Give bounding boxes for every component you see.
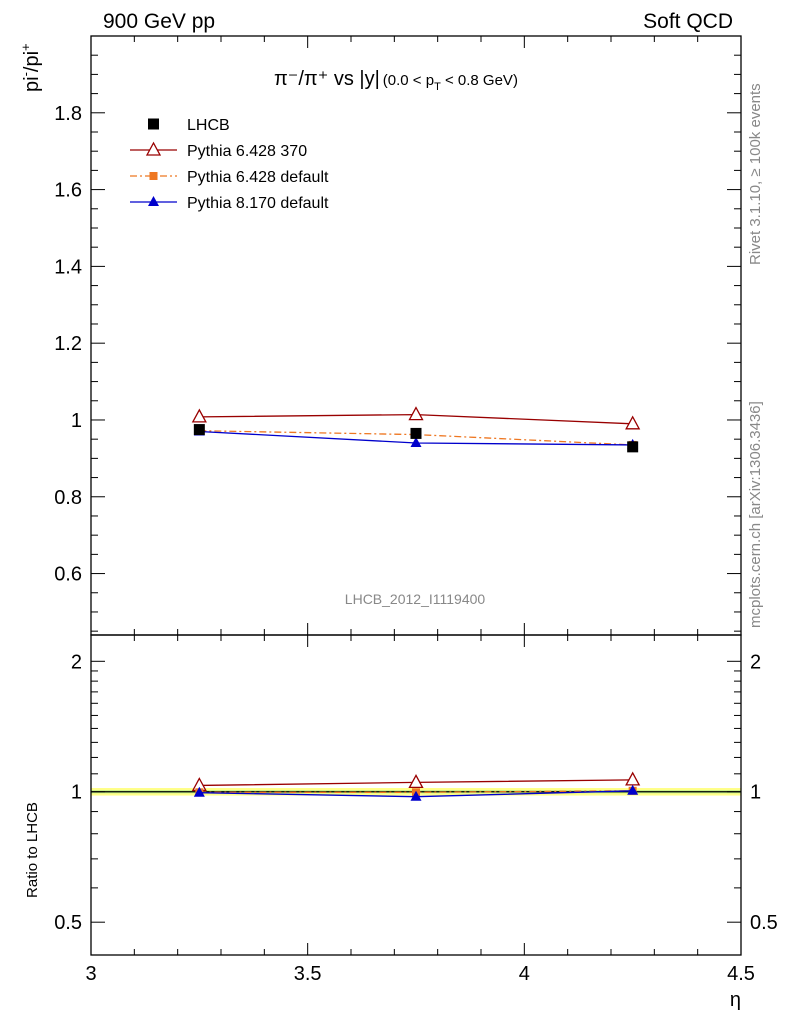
legend-marker	[145, 141, 162, 156]
main-y-axis-label: pi-/pi+	[18, 43, 43, 92]
main-y-tick-label: 1.4	[54, 256, 82, 278]
legend-marker	[149, 172, 158, 180]
main-data-point	[191, 408, 207, 423]
legend-label: Pythia 6.428 370	[187, 143, 307, 160]
ratio-data-point	[627, 784, 639, 795]
header-left-label: 900 GeV pp	[103, 10, 215, 33]
main-y-tick-label: 1.2	[54, 333, 82, 355]
series-layer	[191, 406, 641, 801]
ratio-y-tick-label-right: 1	[750, 782, 761, 804]
main-data-point	[410, 437, 422, 448]
main-y-tick-label: 1.8	[54, 103, 82, 125]
mcplots-label: mcplots.cern.ch [arXiv:1306.3436]	[747, 401, 764, 628]
tick-layer: 3 3.5 4 4.5 0.6 0.8 1 1.2 1.4 1.6 1.8 0.5 0.5 1 1 2 2	[54, 36, 778, 985]
ratio-y-axis-label: Ratio to LHCB	[24, 802, 41, 898]
ratio-data-point	[625, 771, 641, 786]
chart-title: π⁻/π⁺ vs |y| (0.0 < pT < 0.8 GeV)	[274, 68, 518, 93]
ratio-y-tick-label: 2	[71, 651, 82, 673]
legend: LHCB Pythia 6.428 370 Pythia 6.428 default…	[130, 117, 329, 212]
legend-label: Pythia 6.428 default	[187, 169, 329, 186]
main-y-tick-label: 0.8	[54, 487, 82, 509]
ratio-plot-frame	[90, 634, 742, 956]
ratio-data-point	[410, 790, 422, 801]
ratio-y-tick-label: 1	[71, 782, 82, 804]
rivet-version-label: Rivet 3.1.10, ≥ 100k events	[747, 83, 764, 265]
ratio-y-tick-label: 0.5	[54, 912, 82, 934]
main-y-tick-label: 1.6	[54, 180, 82, 202]
main-data-point	[627, 441, 639, 453]
x-tick-label: 3	[85, 963, 96, 985]
main-data-point	[408, 406, 424, 421]
legend-marker	[148, 118, 159, 130]
ratio-data-point	[193, 786, 205, 797]
ratio-y-tick-label-right: 2	[750, 651, 761, 673]
x-tick-label: 3.5	[294, 963, 322, 985]
ratio-data-point	[408, 774, 424, 789]
legend-marker	[148, 196, 159, 206]
x-axis-label: η	[730, 989, 741, 1011]
ratio-y-tick-label-right: 0.5	[750, 912, 778, 934]
header-right-label: Soft QCD	[643, 10, 733, 33]
main-data-point	[410, 427, 422, 439]
x-tick-label: 4.5	[727, 963, 755, 985]
main-data-point	[625, 415, 641, 430]
axes-frame-layer	[90, 35, 742, 956]
main-y-tick-label: 0.6	[54, 564, 82, 586]
legend-label: LHCB	[187, 117, 230, 134]
analysis-watermark: LHCB_2012_I1119400	[345, 591, 486, 607]
main-y-tick-label: 1	[71, 410, 82, 432]
legend-label: Pythia 8.170 default	[187, 195, 329, 212]
main-data-point	[193, 424, 205, 436]
x-tick-label: 4	[519, 963, 530, 985]
